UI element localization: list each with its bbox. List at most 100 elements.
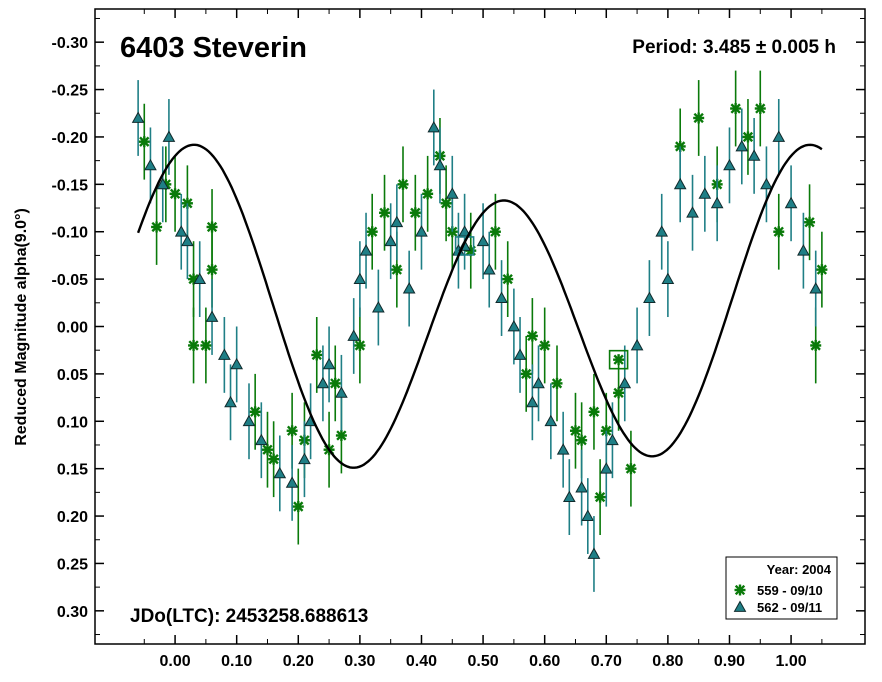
data-point-triangle [230, 357, 244, 370]
y-tick-label: -0.10 [52, 225, 89, 242]
data-point-triangle [544, 414, 558, 427]
data-point-asterisk [569, 425, 581, 437]
data-point-triangle [181, 234, 194, 247]
data-point-asterisk [539, 339, 551, 351]
series-562-0911 [131, 80, 823, 592]
x-axis: 0.00 0.10 0.20 0.30 0.40 0.50 0.60 0.70 0.80 0.90… [143, 9, 823, 670]
data-point-asterisk [268, 453, 280, 465]
y-tick-label: 0.20 [57, 509, 88, 526]
asterisk-stroke [311, 349, 322, 361]
data-point-asterisk [169, 188, 181, 200]
y-axis: -0.30 -0.25 -0.20 -0.15 -0.10 -0.05 0.00 0.05 0.… [52, 17, 865, 636]
data-point-triangle [556, 443, 570, 455]
data-point-triangle [427, 120, 441, 133]
asterisk-stroke [551, 378, 563, 389]
asterisk-stroke [200, 340, 212, 351]
asterisk-stroke [354, 340, 366, 351]
asterisk-stroke [151, 221, 162, 233]
data-point-triangle [587, 547, 601, 559]
data-point-triangle [322, 357, 336, 370]
series-559-0910 [138, 70, 828, 545]
jd-label: JDo(LTC): 2453258.688613 [130, 606, 368, 627]
legend-asterisk-marker [734, 584, 746, 596]
asterisk-stroke [521, 368, 532, 380]
asterisk-stroke [397, 179, 409, 190]
data-point-asterisk [206, 221, 218, 233]
asterisk-stroke [625, 463, 637, 474]
asterisk-stroke [262, 444, 273, 455]
asterisk-stroke [410, 207, 421, 218]
data-point-triangle [581, 509, 595, 521]
x-tick-label: 0.90 [714, 653, 745, 670]
data-point-asterisk [335, 429, 347, 441]
asterisk-stroke [730, 103, 741, 114]
data-point-asterisk [489, 226, 501, 238]
asterisk-stroke [693, 112, 704, 124]
asterisk-stroke [336, 430, 347, 441]
data-point-asterisk [391, 264, 403, 276]
x-tick-label: 0.30 [344, 653, 375, 670]
data-point-asterisk [730, 103, 742, 115]
data-point-triangle [335, 386, 348, 398]
data-point-asterisk [440, 197, 452, 209]
y-tick-label: 0.10 [57, 414, 88, 431]
data-point-asterisk [249, 406, 261, 418]
data-point-triangle [218, 348, 231, 360]
data-point-triangle [495, 291, 508, 303]
data-point-asterisk [261, 444, 273, 456]
y-axis-label: Reduced Magnitude alpha(9.0°) [13, 208, 30, 446]
data-point-asterisk [200, 339, 212, 351]
asterisk-stroke [391, 264, 402, 275]
asterisk-stroke [613, 354, 624, 365]
data-point-asterisk [292, 501, 304, 513]
data-point-asterisk [502, 273, 514, 285]
x-tick-label: 0.20 [283, 653, 314, 670]
asterisk-stroke [440, 198, 452, 209]
asterisk-stroke [502, 273, 513, 285]
data-point-asterisk [810, 339, 822, 351]
data-point-triangle [445, 187, 459, 199]
y-tick-label: 0.25 [57, 556, 88, 573]
asterisk-stroke [576, 435, 587, 446]
fit-curve [136, 143, 823, 469]
data-point-asterisk [613, 387, 625, 399]
plot-frame [94, 8, 866, 645]
asterisk-stroke [367, 226, 378, 237]
asterisk-stroke [188, 340, 199, 351]
data-point-triangle [735, 139, 749, 152]
y-tick-label: -0.25 [52, 83, 89, 100]
asterisk-stroke [139, 136, 150, 147]
asterisk-stroke [268, 454, 279, 465]
data-point-asterisk [206, 264, 218, 276]
data-points [131, 70, 828, 592]
data-point-asterisk [379, 207, 391, 219]
data-point-triangle [242, 414, 256, 427]
y-tick-label: 0.15 [57, 462, 88, 479]
y-tick-label: -0.05 [52, 272, 89, 289]
legend: Year: 2004 559 - 09/10 562 - 09/11 [725, 556, 838, 620]
data-point-asterisk [754, 103, 766, 115]
data-point-triangle [359, 244, 373, 256]
data-point-triangle [390, 215, 404, 228]
asterisk-stroke [293, 501, 304, 512]
data-point-asterisk [138, 136, 150, 148]
asterisk-stroke [613, 387, 624, 398]
data-point-triangle [686, 206, 699, 218]
highlighted-point-asterisk [613, 354, 625, 366]
x-tick-label: 0.80 [652, 653, 683, 670]
data-point-triangle [772, 130, 786, 142]
data-point-asterisk [354, 339, 366, 351]
data-point-triangle [205, 310, 219, 322]
legend-label-series1: 559 - 09/10 [757, 583, 823, 598]
data-point-asterisk [397, 178, 409, 190]
x-tick-label: 0.70 [591, 653, 622, 670]
data-point-triangle [723, 158, 736, 171]
data-point-triangle [575, 481, 588, 493]
data-point-asterisk [151, 221, 163, 233]
asterisk-stroke [755, 103, 766, 114]
data-point-triangle [747, 149, 761, 161]
asterisk-stroke [206, 221, 218, 233]
data-point-triangle [698, 187, 712, 199]
asterisk-stroke [742, 131, 754, 143]
asterisk-stroke [588, 406, 600, 417]
